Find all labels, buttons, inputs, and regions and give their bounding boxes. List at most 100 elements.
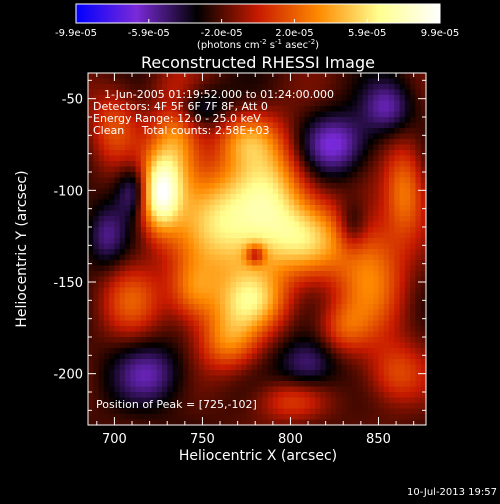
- heatmap-cell: [283, 298, 290, 305]
- heatmap-cell: [394, 216, 401, 223]
- heatmap-cell: [177, 260, 184, 267]
- heatmap-cell: [272, 150, 279, 157]
- heatmap-cell: [109, 403, 116, 410]
- heatmap-cell: [410, 128, 417, 135]
- heatmap-cell: [352, 166, 358, 173]
- heatmap-cell: [389, 166, 395, 173]
- heatmap-cell: [109, 287, 116, 294]
- heatmap-cell: [251, 139, 258, 146]
- heatmap-cell: [188, 133, 195, 140]
- heatmap-cell: [336, 111, 343, 118]
- heatmap-cell: [309, 408, 316, 415]
- heatmap-cell: [135, 265, 142, 272]
- heatmap-cell: [103, 78, 110, 85]
- heatmap-cell: [172, 375, 179, 382]
- heatmap-cell: [225, 95, 232, 102]
- heatmap-cell: [267, 254, 274, 261]
- heatmap-cell: [378, 144, 385, 151]
- heatmap-cell: [151, 166, 158, 173]
- heatmap-cell: [214, 249, 221, 256]
- heatmap-cell: [177, 353, 184, 360]
- heatmap-cell: [320, 188, 327, 195]
- heatmap-cell: [109, 100, 116, 107]
- heatmap-cell: [167, 166, 174, 173]
- heatmap-cell: [183, 359, 189, 366]
- heatmap-cell: [309, 337, 316, 344]
- heatmap-cell: [288, 375, 295, 382]
- heatmap-cell: [167, 282, 174, 289]
- heatmap-cell: [415, 276, 422, 283]
- heatmap-cell: [267, 194, 274, 201]
- heatmap-cell: [114, 150, 121, 157]
- heatmap-cell: [288, 348, 295, 355]
- heatmap-cell: [299, 243, 306, 250]
- heatmap-cell: [103, 95, 110, 102]
- heatmap-cell: [130, 381, 137, 388]
- heatmap-cell: [230, 381, 237, 388]
- heatmap-cell: [204, 309, 211, 316]
- heatmap-cell: [109, 342, 116, 349]
- heatmap-cell: [88, 276, 94, 283]
- heatmap-cell: [204, 397, 211, 404]
- heatmap-cell: [309, 414, 316, 421]
- heatmap-cell: [140, 370, 147, 377]
- heatmap-cell: [109, 359, 116, 366]
- heatmap-cell: [167, 375, 174, 382]
- heatmap-cell: [304, 150, 311, 157]
- heatmap-cell: [161, 177, 168, 184]
- heatmap-cell: [367, 221, 374, 228]
- heatmap-cell: [135, 298, 142, 305]
- heatmap-cell: [156, 216, 163, 223]
- heatmap-cell: [251, 287, 258, 294]
- heatmap-cell: [415, 155, 422, 162]
- heatmap-cell: [204, 139, 211, 146]
- heatmap-cell: [315, 419, 321, 426]
- heatmap-cell: [220, 111, 226, 118]
- heatmap-cell: [283, 392, 290, 399]
- heatmap-cell: [193, 304, 200, 311]
- heatmap-cell: [214, 188, 221, 195]
- heatmap-cell: [151, 106, 158, 113]
- heatmap-cell: [336, 298, 343, 305]
- heatmap-cell: [410, 73, 417, 80]
- heatmap-cell: [352, 392, 358, 399]
- heatmap-cell: [346, 177, 353, 184]
- heatmap-cell: [420, 106, 427, 113]
- heatmap-cell: [124, 370, 131, 377]
- heatmap-cell: [420, 298, 427, 305]
- heatmap-cell: [325, 95, 332, 102]
- heatmap-cell: [257, 414, 263, 421]
- heatmap-cell: [404, 293, 411, 300]
- heatmap-cell: [198, 381, 205, 388]
- heatmap-cell: [188, 276, 195, 283]
- heatmap-cell: [135, 84, 142, 91]
- heatmap-cell: [251, 84, 258, 91]
- heatmap-cell: [93, 287, 100, 294]
- heatmap-cell: [156, 232, 163, 239]
- heatmap-cell: [177, 326, 184, 333]
- heatmap-cell: [304, 144, 311, 151]
- heatmap-cell: [389, 408, 395, 415]
- heatmap-cell: [177, 282, 184, 289]
- heatmap-cell: [341, 172, 348, 179]
- heatmap-cell: [241, 326, 248, 333]
- heatmap-cell: [183, 78, 189, 85]
- heatmap-cell: [362, 331, 369, 338]
- heatmap-cell: [309, 260, 316, 267]
- heatmap-cell: [299, 205, 306, 212]
- heatmap-cell: [209, 293, 216, 300]
- heatmap-cell: [140, 337, 147, 344]
- heatmap-cell: [140, 342, 147, 349]
- heatmap-cell: [220, 199, 226, 206]
- heatmap-cell: [251, 205, 258, 212]
- heatmap-cell: [151, 359, 158, 366]
- heatmap-cell: [278, 128, 285, 135]
- heatmap-cell: [177, 78, 184, 85]
- heatmap-cell: [352, 298, 358, 305]
- heatmap-cell: [288, 238, 295, 245]
- heatmap-cell: [315, 249, 321, 256]
- heatmap-cell: [209, 375, 216, 382]
- heatmap-cell: [304, 232, 311, 239]
- heatmap-cell: [209, 414, 216, 421]
- heatmap-cell: [378, 177, 385, 184]
